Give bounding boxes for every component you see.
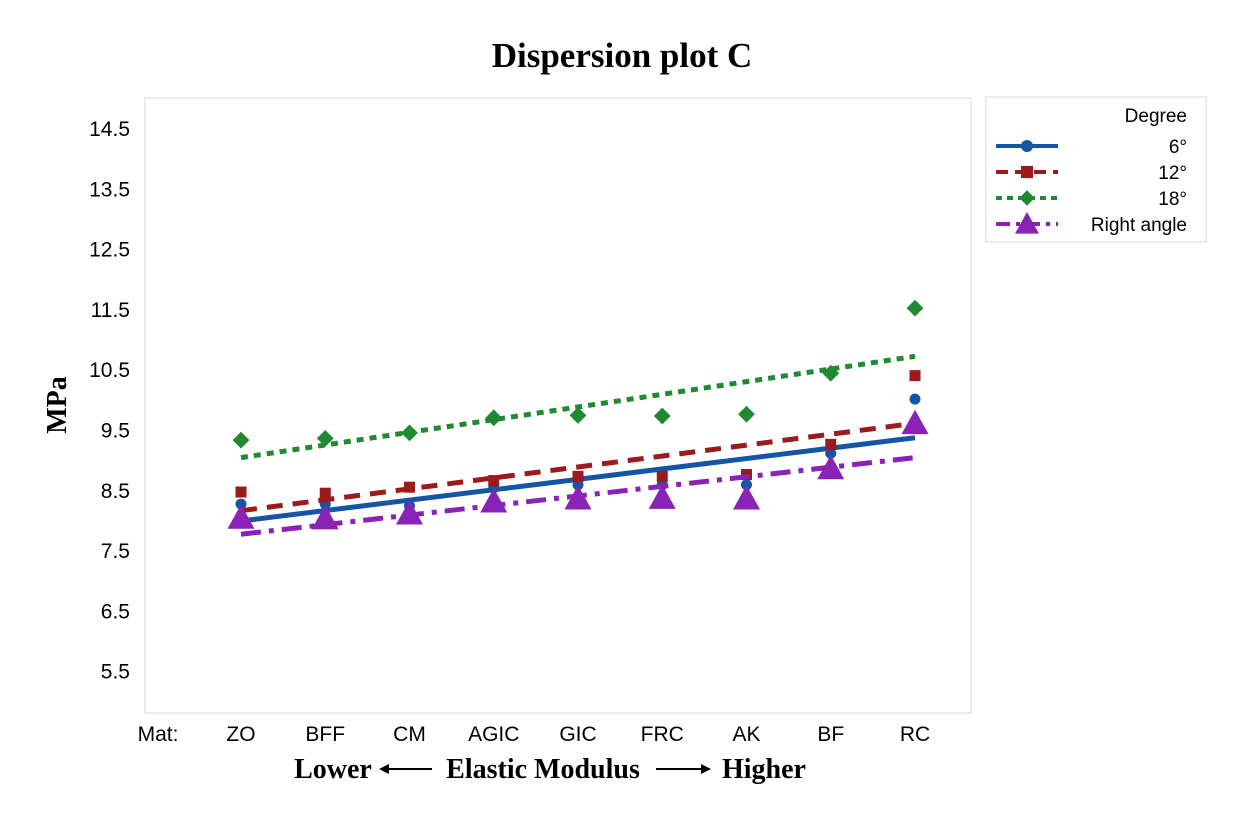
series-2: [232, 299, 924, 461]
legend-item: 12°: [996, 163, 1187, 184]
y-tick-label: 7.5: [101, 540, 130, 563]
data-point: [227, 504, 255, 529]
trend-line: [240, 353, 916, 461]
x-tick-label: CM: [393, 723, 426, 746]
data-point: [316, 429, 334, 447]
data-point: [235, 498, 247, 510]
data-point: [485, 409, 503, 427]
x-axis-label-higher: Higher: [722, 754, 806, 785]
legend-item: Right angle: [996, 212, 1187, 236]
data-point: [572, 470, 584, 482]
data-point: [825, 447, 837, 459]
y-tick-label: 11.5: [91, 299, 130, 322]
data-point: [404, 481, 415, 493]
x-axis-ticks: ZO BFF CM AGIC GIC FRC AK BF RC: [226, 723, 930, 746]
data-point: [733, 485, 760, 510]
x-axis-label-lower: Lower: [294, 754, 372, 785]
y-axis-label: MPa: [42, 376, 73, 434]
y-tick-label: 13.5: [89, 178, 130, 201]
legend-item: 6°: [996, 137, 1187, 158]
data-point: [648, 484, 676, 509]
data-point: [901, 409, 929, 435]
data-point: [909, 370, 921, 382]
legend-marker: [1020, 139, 1034, 153]
x-tick-label: BF: [817, 723, 844, 746]
series-layer: [227, 299, 929, 537]
data-point: [232, 431, 250, 449]
data-point: [741, 479, 752, 491]
legend-label: 6°: [1169, 137, 1187, 158]
data-point: [488, 475, 500, 487]
legend-title: Degree: [1125, 106, 1187, 127]
x-tick-label: AK: [732, 723, 760, 746]
data-point: [738, 405, 755, 423]
x-tick-label: RC: [900, 723, 930, 746]
arrow-right-icon: [656, 764, 711, 774]
data-point: [909, 393, 921, 405]
data-point: [906, 299, 924, 317]
legend-label: 12°: [1158, 163, 1187, 184]
y-tick-label: 5.5: [101, 661, 130, 684]
y-tick-label: 10.5: [89, 359, 130, 382]
legend-label: 18°: [1158, 189, 1187, 210]
data-point: [817, 454, 845, 480]
x-axis-label-main: Elastic Modulus: [446, 754, 640, 785]
data-point: [311, 505, 339, 530]
y-tick-label: 14.5: [89, 118, 130, 141]
x-tick-label: AGIC: [468, 723, 519, 746]
data-point: [235, 486, 247, 498]
legend-items: 6° 12° 18° Right angle: [996, 137, 1187, 236]
data-point: [396, 500, 423, 525]
data-point: [825, 438, 837, 450]
y-tick-label: 6.5: [101, 600, 130, 623]
data-point: [569, 407, 587, 424]
legend-label: Right angle: [1091, 215, 1187, 236]
y-tick-label: 8.5: [101, 480, 130, 503]
legend: Degree 6° 12° 18° Right angle: [985, 96, 1207, 243]
data-point: [401, 424, 418, 442]
legend-item: 18°: [996, 189, 1187, 210]
y-tick-label: 12.5: [89, 239, 130, 262]
x-tick-label: GIC: [559, 723, 596, 746]
x-tick-label: BFF: [305, 723, 345, 746]
x-tick-label: FRC: [641, 723, 684, 746]
data-point: [653, 407, 671, 425]
x-tick-label: ZO: [226, 723, 255, 746]
legend-marker: [1020, 165, 1034, 179]
legend-marker: [1015, 212, 1039, 234]
data-point: [572, 479, 584, 491]
chart-title: Dispersion plot C: [492, 36, 753, 75]
plot-area-frame: [144, 97, 972, 714]
y-axis-ticks: 14.5 13.5 12.5 11.5 10.5 9.5 8.5 7.5 6.5 5.5: [89, 118, 130, 684]
data-point: [822, 364, 840, 382]
data-point: [656, 470, 668, 482]
data-point: [564, 485, 592, 510]
arrow-left-icon: [379, 764, 432, 774]
series-3: [227, 409, 929, 537]
data-point: [480, 488, 508, 513]
x-axis-label: Lower Elastic Modulus Higher: [294, 754, 806, 785]
trend-line: [240, 420, 916, 514]
y-tick-label: 9.5: [101, 420, 130, 443]
x-axis-prefix: Mat:: [138, 723, 179, 746]
legend-marker: [1019, 190, 1035, 206]
data-point: [319, 487, 331, 499]
